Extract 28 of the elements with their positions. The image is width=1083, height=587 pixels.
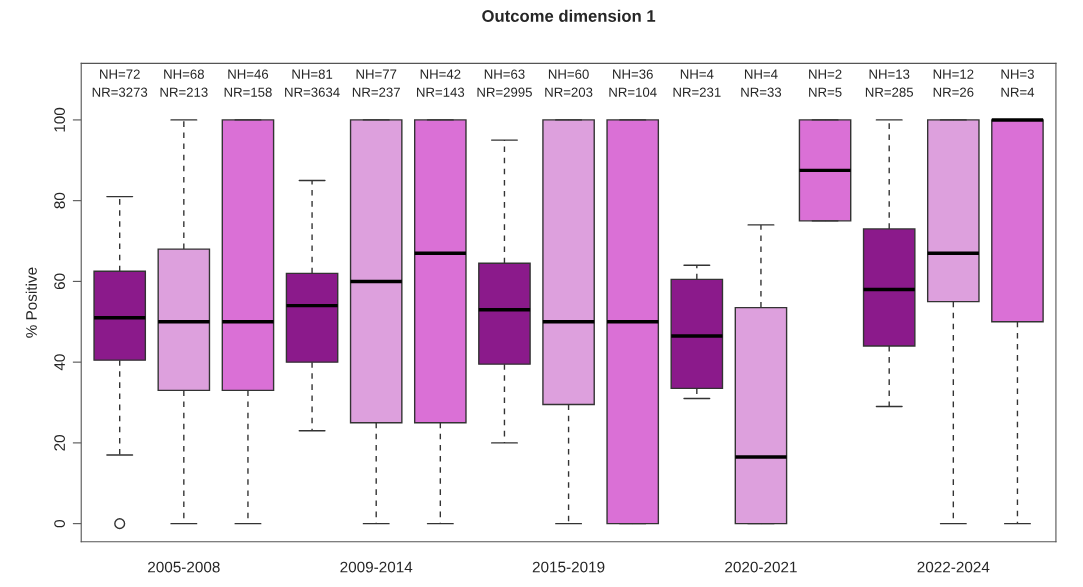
x-tick-label: 2022-2024 [917, 561, 990, 573]
y-tick-label: 60 [54, 273, 66, 290]
annotation: NH=3 NR=4 [1001, 69, 1035, 97]
annotation: NH=77 NR=237 [352, 69, 400, 97]
annotation: NH=68 NR=213 [160, 69, 208, 97]
y-tick-label: 100 [54, 107, 66, 132]
x-tick-label: 2005-2008 [148, 561, 220, 573]
annotation: NH=60 NR=203 [545, 69, 593, 97]
y-axis-title: % Positive [25, 267, 37, 338]
x-tick-label: 2009-2014 [340, 561, 413, 573]
y-tick-label: 20 [54, 434, 66, 451]
annotation: NH=4 NR=33 [741, 69, 782, 97]
y-tick-label: 0 [54, 519, 66, 528]
y-tick-label: 80 [54, 192, 66, 209]
y-tick-label: 40 [54, 354, 66, 371]
annotation: NH=4 NR=231 [673, 69, 721, 97]
annotation: NH=13 NR=285 [865, 69, 914, 97]
annotation: NH=63 NR=2995 [477, 69, 532, 97]
annotation: NH=12 NR=26 [933, 69, 974, 97]
chart-title: Outcome dimension 1 [482, 9, 656, 22]
annotation: NH=81 NR=3634 [285, 69, 340, 97]
x-tick-label: 2015-2019 [532, 561, 605, 573]
x-tick-label: 2020-2021 [725, 561, 797, 573]
annotation: NH=2 NR=5 [809, 69, 842, 97]
annotation: NH=46 NR=158 [224, 69, 272, 97]
annotation: NH=36 NR=104 [609, 69, 657, 97]
annotation: NH=42 NR=143 [417, 69, 465, 97]
annotation: NH=72 NR=3273 [92, 69, 148, 97]
